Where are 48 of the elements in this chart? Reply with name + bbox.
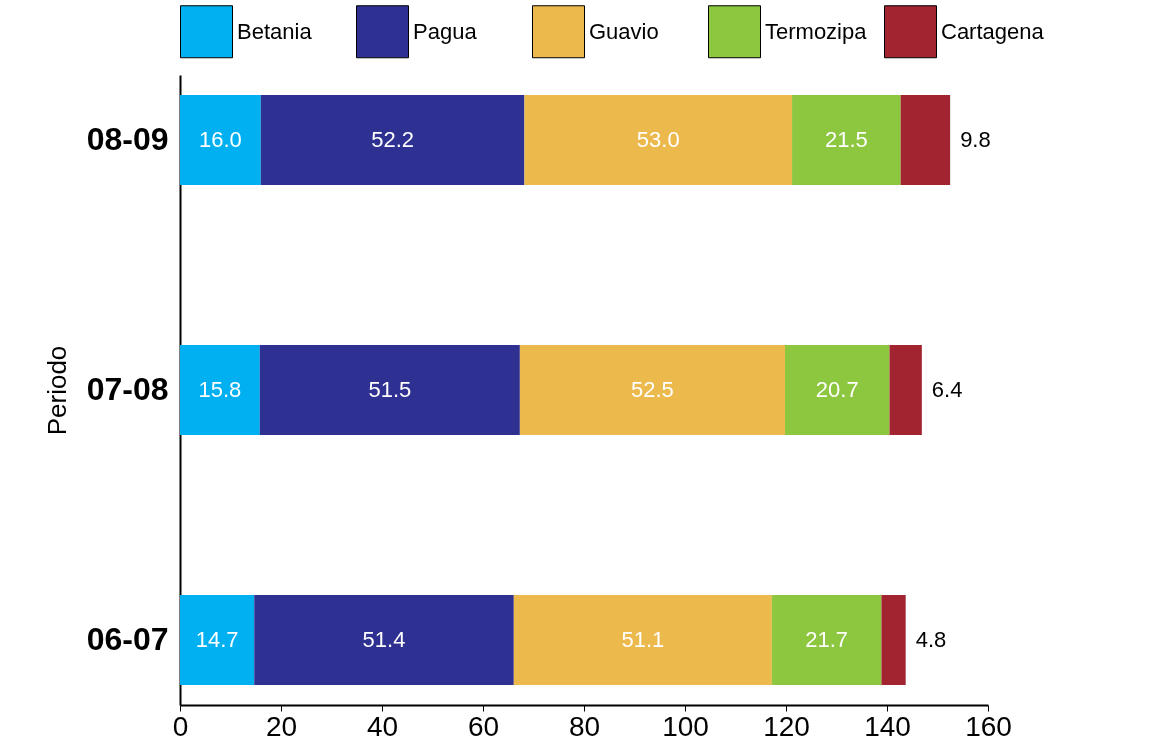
data-label: 53.0 (636, 127, 680, 152)
y-tick-label: 06-07 (86, 621, 169, 657)
legend-label: Pagua (413, 18, 478, 44)
bar (889, 345, 922, 435)
bar (524, 95, 793, 185)
x-tick-label: 60 (467, 710, 500, 742)
bar (180, 345, 260, 435)
bar (792, 95, 901, 185)
bar (254, 595, 514, 685)
data-label: 52.2 (371, 127, 415, 152)
y-axis-title: Periodo (41, 345, 72, 436)
x-tick-label: 20 (265, 710, 298, 742)
data-label: 15.8 (198, 377, 242, 402)
x-tick-label: 40 (366, 710, 399, 742)
bar (900, 95, 951, 185)
bar (259, 345, 520, 435)
x-tick-label: 160 (965, 710, 1012, 742)
x-tick-label: 0 (172, 710, 189, 742)
legend-label: Termozipa (765, 18, 868, 44)
y-tick-label: 08-09 (86, 121, 169, 157)
legend-label: Betania (237, 18, 313, 44)
x-tick-label: 80 (568, 710, 601, 742)
bar (881, 595, 906, 685)
data-label: 51.1 (621, 627, 665, 652)
data-label: 16.0 (198, 127, 242, 152)
bar (260, 95, 525, 185)
bar (519, 345, 785, 435)
y-tick-label: 07-08 (86, 371, 169, 407)
bar (180, 595, 255, 685)
data-label: 21.5 (824, 127, 868, 152)
x-tick-label: 120 (763, 710, 810, 742)
data-label: 51.5 (368, 377, 412, 402)
x-tick-label: 140 (864, 710, 911, 742)
data-label: 4.8 (915, 627, 947, 652)
bar (513, 595, 772, 685)
data-label: 51.4 (362, 627, 406, 652)
legend-label: Guavio (589, 18, 659, 44)
data-label: 9.8 (960, 127, 991, 152)
legend-label: Cartagena (941, 18, 1045, 44)
x-tick-label: 100 (662, 710, 709, 742)
data-label: 52.5 (631, 377, 674, 402)
bar (180, 95, 261, 185)
bar (771, 595, 882, 685)
data-label: 21.7 (805, 627, 849, 652)
data-label: 6.4 (931, 377, 963, 402)
data-label: 20.7 (815, 377, 859, 402)
bar (784, 345, 890, 435)
data-label: 14.7 (195, 627, 239, 652)
